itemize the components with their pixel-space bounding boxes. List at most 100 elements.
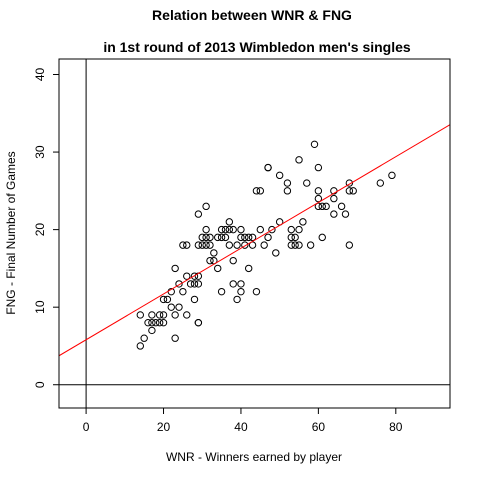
data-point: [148, 318, 156, 327]
data-point: [345, 241, 354, 249]
data-point: [330, 194, 338, 203]
data-point: [179, 287, 187, 296]
data-point: [260, 241, 268, 249]
data-point: [194, 241, 203, 249]
data-point: [330, 210, 338, 218]
data-point: [264, 233, 272, 242]
data-point: [229, 256, 237, 265]
data-point: [237, 280, 245, 288]
data-point: [186, 280, 195, 288]
data-point: [183, 272, 191, 280]
data-point: [241, 241, 249, 249]
data-point: [214, 264, 222, 273]
data-point: [337, 202, 346, 211]
data-point: [252, 187, 261, 195]
data-point: [291, 233, 299, 242]
data-point: [318, 233, 326, 242]
data-point: [376, 179, 385, 187]
plot-frame: [58, 58, 451, 409]
data-point: [136, 311, 144, 319]
data-point: [148, 326, 156, 335]
data-point: [217, 233, 226, 242]
data-point: [206, 233, 214, 242]
data-point: [202, 233, 210, 242]
data-point: [341, 210, 350, 218]
data-point: [244, 233, 253, 242]
data-point: [155, 311, 164, 319]
data-point: [272, 249, 280, 257]
x-tick-label: 80: [389, 420, 403, 434]
data-point: [171, 311, 179, 319]
data-point: [225, 241, 234, 249]
data-point: [221, 233, 230, 242]
data-point: [163, 295, 172, 304]
data-point: [291, 241, 299, 249]
data-point: [202, 202, 210, 211]
data-point: [345, 179, 354, 187]
regression-line: [59, 124, 450, 357]
data-point: [198, 241, 206, 249]
data-point: [322, 202, 330, 211]
data-point: [225, 225, 234, 234]
y-tick-label: 20: [33, 223, 47, 237]
data-point: [237, 287, 245, 296]
chart-title-line2: in 1st round of 2013 Wimbledon men's sin…: [103, 39, 411, 55]
x-tick-label: 60: [312, 420, 326, 434]
data-point: [295, 241, 303, 249]
data-point: [295, 156, 303, 164]
data-point: [310, 140, 319, 149]
data-point: [194, 210, 203, 218]
data-point: [155, 318, 164, 327]
y-axis: 0 10 20 30 40: [33, 68, 59, 388]
data-point: [148, 311, 156, 319]
data-point: [345, 187, 354, 195]
data-point: [206, 241, 214, 249]
data-point: [183, 311, 191, 319]
data-point: [306, 241, 315, 249]
data-point: [229, 225, 237, 234]
data-point: [275, 171, 284, 180]
data-point: [144, 318, 152, 327]
x-axis-label: WNR - Winners earned by player: [166, 450, 342, 464]
data-point: [221, 225, 230, 234]
data-point: [349, 187, 357, 195]
data-point: [248, 233, 257, 242]
x-tick-label: 0: [83, 420, 90, 434]
y-tick-label: 0: [33, 381, 47, 388]
data-point: [159, 318, 168, 327]
data-point: [264, 163, 272, 172]
data-point: [190, 272, 199, 280]
y-axis-label: FNG - Final Number of Games: [4, 151, 18, 314]
reference-lines: [59, 59, 450, 408]
data-point: [179, 241, 187, 249]
data-point: [388, 171, 396, 180]
data-point: [194, 280, 203, 288]
data-point: [171, 264, 179, 273]
data-point: [190, 295, 199, 304]
data-point: [194, 318, 203, 327]
data-point: [175, 280, 183, 288]
data-point: [295, 225, 303, 234]
regression-line-group: [59, 124, 450, 357]
data-point: [171, 334, 179, 342]
data-point: [287, 241, 295, 249]
y-tick-label: 40: [33, 68, 47, 82]
data-point: [268, 225, 276, 234]
data-point: [252, 287, 261, 296]
data-point: [206, 256, 214, 265]
data-point: [198, 233, 206, 242]
data-point: [303, 179, 311, 187]
data-points: [136, 140, 396, 350]
x-tick-label: 40: [234, 420, 248, 434]
data-point: [241, 233, 249, 242]
data-point: [167, 303, 175, 311]
data-point: [237, 233, 245, 242]
data-point: [152, 318, 160, 327]
data-point: [175, 303, 183, 311]
data-point: [202, 241, 210, 249]
data-point: [214, 233, 222, 242]
data-point: [314, 187, 323, 195]
data-point: [283, 187, 292, 195]
chart-title-line1: Relation between WNR & FNG: [152, 7, 352, 23]
